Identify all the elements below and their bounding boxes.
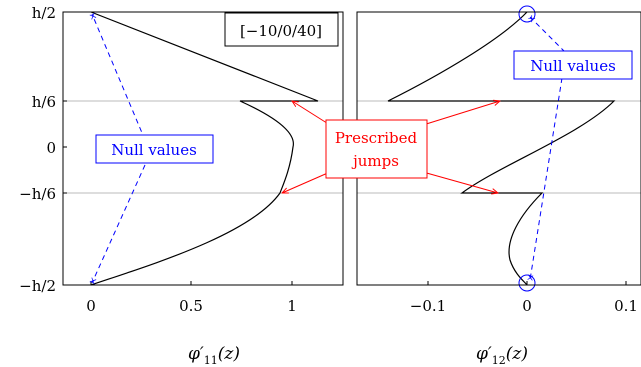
y-tick-label: −h/6 <box>19 185 56 203</box>
x-tick-label: −0.1 <box>410 297 446 315</box>
x-tick-label: 1 <box>287 297 297 315</box>
legend-box <box>224 12 339 47</box>
x-axis-label-sub: 12 <box>492 354 506 367</box>
jumps-label-line1: Prescribed <box>335 129 418 147</box>
x-axis-label: φ′11(z) <box>188 344 240 367</box>
x-axis-label-main: φ′ <box>476 344 492 364</box>
x-axis-label-sub: 11 <box>204 354 218 367</box>
x-tick-label: 0 <box>522 297 532 315</box>
jump-arrow <box>422 171 498 193</box>
null-values-label: Null values <box>530 57 616 75</box>
null-values-arrow <box>528 15 566 53</box>
x-tick-label: 0 <box>86 297 96 315</box>
jump-arrow <box>422 101 500 126</box>
null-value-marker <box>518 5 536 23</box>
jump-arrow <box>292 101 331 126</box>
left-panel: h/2 h/6 0 −h/6 −h/2 0 0.5 1 [−10/0/40] N… <box>19 4 344 367</box>
jumps-box <box>325 119 428 179</box>
legend-label: [−10/0/40] <box>240 22 322 40</box>
prescribed-jumps-annotation: Prescribed jumps <box>282 101 500 193</box>
null-value-marker <box>518 274 536 292</box>
series-line-phi12 <box>387 11 616 286</box>
jumps-label-line2: jumps <box>351 152 399 170</box>
jump-arrow <box>282 171 331 193</box>
null-values-arrow <box>527 77 563 281</box>
null-values-box <box>95 134 214 164</box>
right-panel: −0.1 0 0.1 Null values φ′12(z) <box>356 5 641 367</box>
x-axis-label: φ′12(z) <box>476 344 528 367</box>
x-tick-label: 0.5 <box>179 297 203 315</box>
x-tick-label: 0.1 <box>614 297 638 315</box>
y-tick-label: h/6 <box>32 93 56 111</box>
y-tick-label: −h/2 <box>19 277 56 295</box>
y-tick-label: 0 <box>46 139 56 157</box>
null-values-box <box>513 50 633 80</box>
y-tick-label: h/2 <box>32 4 56 22</box>
null-values-arrow <box>89 12 146 141</box>
null-values-arrow <box>89 164 146 285</box>
x-axis-label-tail: (z) <box>218 344 240 364</box>
series-line-phi11 <box>90 11 319 286</box>
x-axis-label-tail: (z) <box>506 344 528 364</box>
null-values-label: Null values <box>111 141 197 159</box>
x-axis-label-main: φ′ <box>188 344 204 364</box>
